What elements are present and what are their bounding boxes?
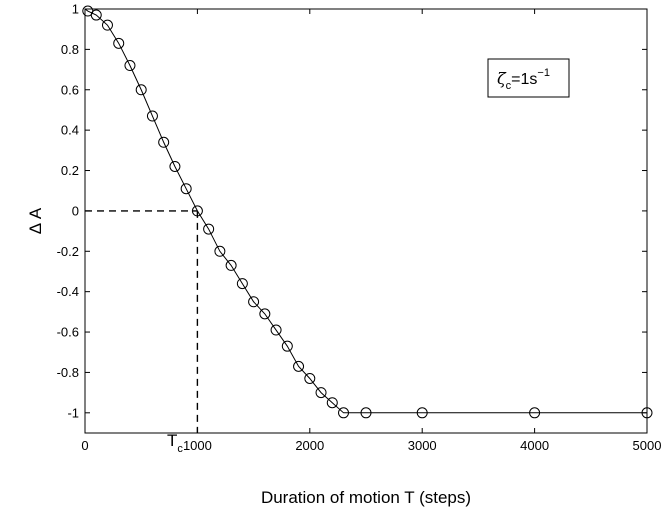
- data-point-marker: [416, 407, 428, 419]
- reference-lines: [85, 210, 199, 433]
- data-point-marker: [360, 407, 372, 419]
- y-axis-label: Δ A: [26, 207, 45, 234]
- data-point-marker: [158, 136, 170, 148]
- data-point-marker: [169, 160, 181, 172]
- y-tick-label: -0.2: [57, 244, 79, 259]
- y-tick-label: -1: [67, 405, 79, 420]
- y-axis-ticks: 1 0.8 0.6 0.4 0.2 0 -0.2 -0.4 -0.6 -0.8 -1: [57, 2, 647, 420]
- data-point-marker: [113, 37, 125, 49]
- x-tick-label: 0: [81, 438, 88, 453]
- data-point-marker: [338, 407, 350, 419]
- data-point-marker: [203, 223, 215, 235]
- data-point-marker: [270, 324, 282, 336]
- data-point-marker: [191, 205, 203, 217]
- x-tick-label: 2000: [295, 438, 324, 453]
- data-point-marker: [304, 372, 316, 384]
- axes-box: [84, 8, 648, 434]
- data-point-marker: [326, 397, 338, 409]
- data-point-marker: [90, 9, 102, 21]
- y-tick-label: 0.2: [61, 163, 79, 178]
- x-axis-label: Duration of motion T (steps): [261, 488, 471, 507]
- tc-annotation-main: T: [167, 431, 177, 450]
- x-tick-label: 1000: [183, 438, 212, 453]
- y-tick-label: 0.8: [61, 42, 79, 57]
- y-tick-label: 1: [72, 2, 79, 17]
- data-point-marker: [101, 19, 113, 31]
- data-point-marker: [180, 183, 192, 195]
- data-point-marker: [248, 296, 260, 308]
- data-point-marker: [529, 407, 541, 419]
- legend-value: =1s: [511, 71, 537, 88]
- tc-annotation-subscript: c: [177, 443, 183, 455]
- legend-zeta-subscript: c: [506, 80, 512, 92]
- y-tick-label: 0: [72, 203, 79, 218]
- y-tick-label: -0.6: [57, 325, 79, 340]
- data-point-marker: [315, 387, 327, 399]
- y-tick-label: 0.6: [61, 82, 79, 97]
- data-point-marker: [124, 60, 136, 72]
- data-point-marker: [236, 278, 248, 290]
- y-tick-label: 0.4: [61, 123, 79, 138]
- x-tick-label: 4000: [520, 438, 549, 453]
- data-point-marker: [146, 110, 158, 122]
- data-point-marker: [214, 245, 226, 257]
- data-point-marker: [225, 259, 237, 271]
- x-tick-label: 3000: [408, 438, 437, 453]
- tc-annotation: Tc: [167, 431, 183, 455]
- data-point-marker: [259, 308, 271, 320]
- x-tick-label: 5000: [633, 438, 662, 453]
- x-axis-ticks: 0 1000 2000 3000 4000 5000: [81, 9, 661, 453]
- y-tick-label: -0.8: [57, 365, 79, 380]
- legend-box: [487, 58, 570, 98]
- marker-group: [82, 5, 653, 419]
- data-point-marker: [281, 340, 293, 352]
- legend-exponent: −1: [537, 67, 550, 79]
- legend-zeta-symbol: ζ: [497, 69, 507, 88]
- legend-label: ζc=1s−1: [497, 67, 550, 92]
- data-point-marker: [293, 360, 305, 372]
- data-point-marker: [135, 84, 147, 96]
- y-tick-label: -0.4: [57, 284, 79, 299]
